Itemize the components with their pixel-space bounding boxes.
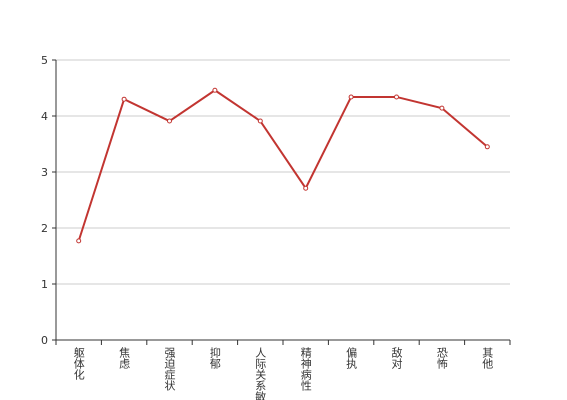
point bbox=[394, 94, 399, 100]
x-tick-label: 精神病性 bbox=[299, 347, 312, 392]
point bbox=[167, 118, 172, 124]
y-tick-label: 2 bbox=[41, 222, 48, 235]
x-tick-label: 抑郁 bbox=[208, 346, 221, 369]
point bbox=[121, 96, 127, 102]
point bbox=[257, 118, 263, 124]
point bbox=[303, 185, 309, 191]
point bbox=[212, 87, 218, 93]
y-tick-label: 3 bbox=[41, 166, 48, 179]
y-tick-label: 5 bbox=[41, 54, 48, 67]
x-tick-label: 敌对 bbox=[390, 346, 403, 369]
y-tick-label: 1 bbox=[41, 278, 48, 291]
x-tick-label: 焦虑 bbox=[118, 347, 131, 369]
point bbox=[348, 94, 354, 100]
point bbox=[76, 238, 82, 244]
x-tick-label: 偏执 bbox=[345, 346, 358, 370]
x-tick-label: 强迫症状 bbox=[163, 347, 176, 391]
point bbox=[484, 144, 490, 150]
x-tick-label: 恐怖 bbox=[435, 347, 448, 369]
x-tick-label: 躯体化 bbox=[72, 347, 85, 381]
x-tick-label: 其他 bbox=[481, 347, 494, 369]
y-tick-label: 0 bbox=[41, 334, 48, 347]
point bbox=[439, 105, 445, 111]
y-tick-label: 4 bbox=[41, 110, 48, 123]
x-tick-label: 人际关系敏感 bbox=[254, 347, 267, 400]
line bbox=[77, 89, 488, 242]
